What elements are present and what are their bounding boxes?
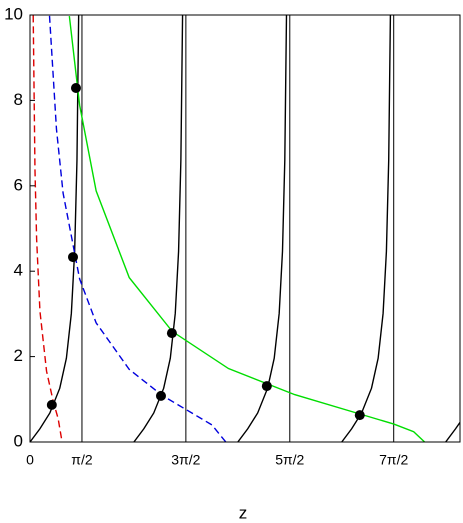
point	[261, 381, 272, 392]
x-tick-label: 0	[26, 452, 34, 468]
x-tick-label: π/2	[71, 452, 93, 468]
point	[68, 252, 78, 263]
y-tick-label: 10	[4, 4, 23, 23]
y-tick-label: 0	[14, 431, 23, 450]
point	[354, 410, 365, 421]
plot-area	[30, 15, 460, 442]
curve	[68, 15, 426, 442]
y-tick-label: 4	[14, 261, 23, 280]
curve	[30, 15, 80, 442]
y-tick-label: 8	[14, 90, 23, 109]
point	[70, 83, 81, 94]
y-tick-label: 2	[14, 346, 23, 365]
curve	[48, 15, 227, 442]
point	[166, 328, 177, 339]
curve	[32, 15, 63, 442]
x-tick-label: 7π/2	[379, 452, 408, 468]
curve	[133, 15, 184, 442]
curve	[445, 421, 460, 442]
plot-frame	[29, 14, 461, 443]
x-tick-label: 3π/2	[171, 452, 200, 468]
curve	[341, 15, 392, 442]
point	[155, 390, 166, 401]
y-tick-label: 6	[14, 175, 23, 194]
point	[46, 399, 57, 410]
x-tick-label: 5π/2	[275, 452, 304, 468]
x-axis-label: z	[239, 503, 248, 522]
curve	[237, 15, 288, 442]
